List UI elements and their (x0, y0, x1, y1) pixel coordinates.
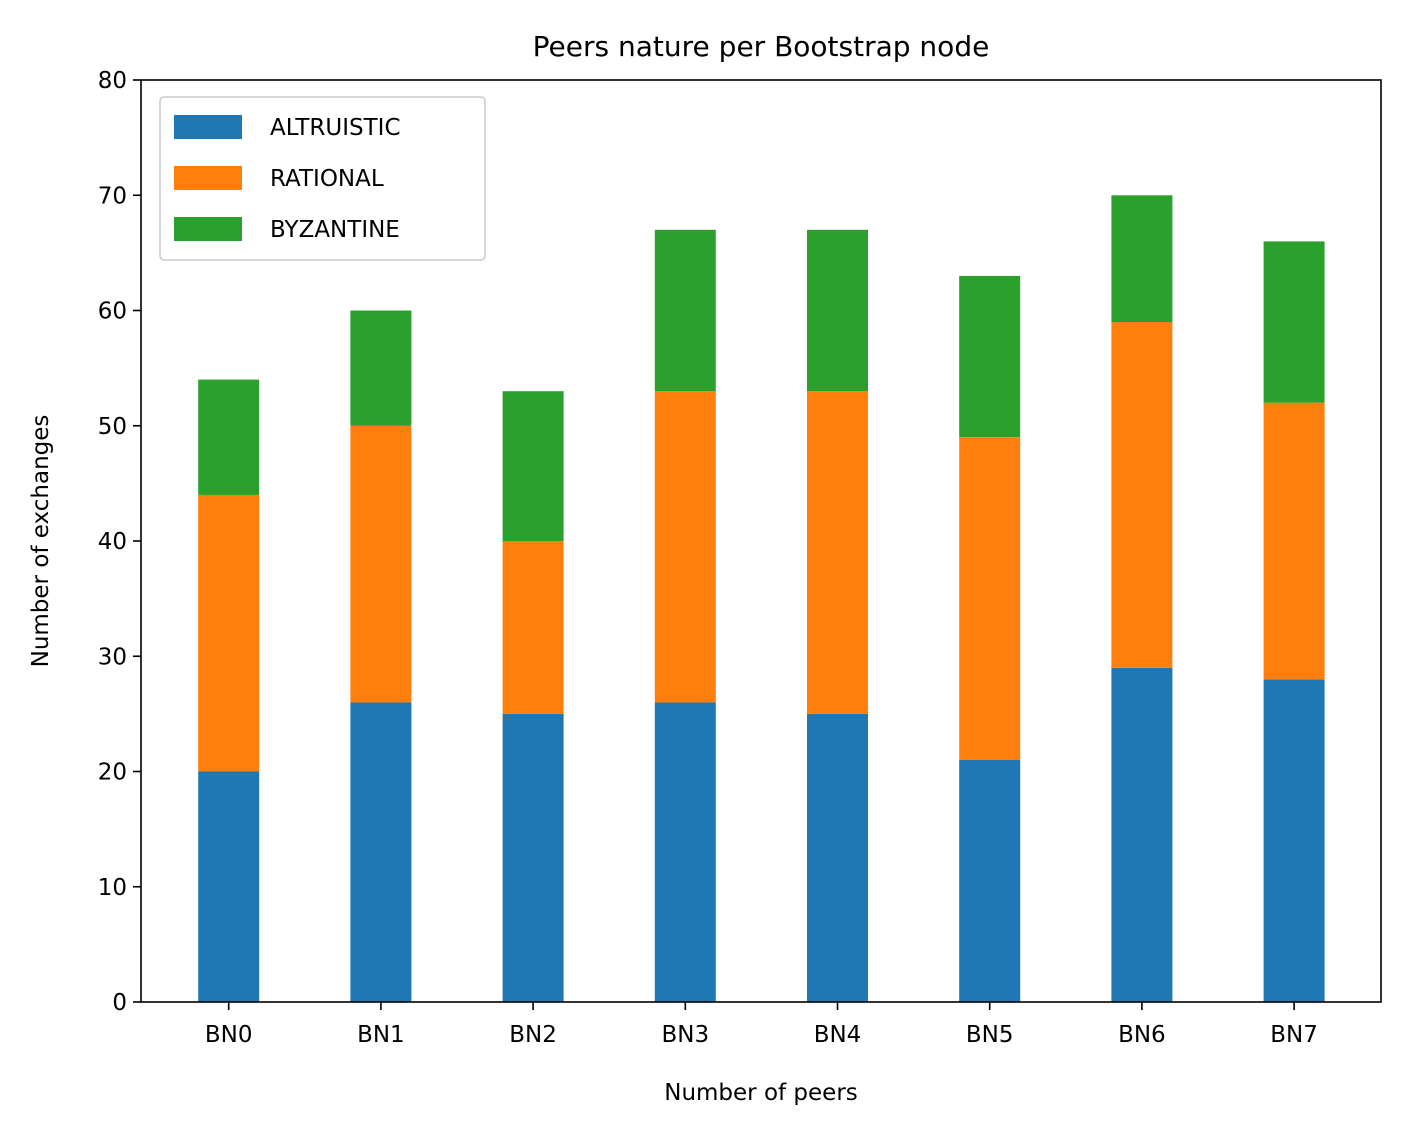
chart-title: Peers nature per Bootstrap node (533, 30, 990, 63)
x-tick-label: BN5 (966, 1022, 1014, 1048)
y-tick-label: 70 (98, 183, 127, 209)
bar-rational-bn6 (1111, 322, 1173, 668)
legend-label-byzantine: BYZANTINE (270, 217, 400, 243)
x-tick-label: BN6 (1118, 1022, 1166, 1048)
y-tick-label: 40 (98, 529, 127, 555)
y-tick-label: 80 (98, 68, 127, 94)
bar-rational-bn1 (350, 425, 412, 703)
bar-altruistic-bn4 (807, 713, 868, 1002)
bar-rational-bn0 (198, 494, 260, 772)
y-axis: 0 10 20 30 40 50 60 70 80 (98, 68, 141, 1016)
x-tick-label: BN2 (509, 1022, 557, 1048)
x-tick-label: BN3 (661, 1022, 709, 1048)
bar-byzantine-bn0 (198, 379, 260, 495)
bars-layer (198, 195, 1325, 1002)
x-axis-title: Number of peers (664, 1080, 858, 1106)
x-tick-label: BN7 (1270, 1022, 1318, 1048)
x-tick-label: BN0 (205, 1022, 253, 1048)
legend-label-altruistic: ALTRUISTIC (270, 115, 401, 141)
legend-swatch-rational (174, 166, 242, 190)
bar-altruistic-bn2 (502, 713, 564, 1002)
bar-altruistic-bn0 (198, 771, 260, 1002)
bar-rational-bn5 (959, 437, 1021, 760)
legend-swatch-byzantine (174, 217, 242, 241)
y-tick-label: 60 (98, 299, 127, 325)
y-tick-label: 20 (98, 760, 127, 786)
bar-byzantine-bn7 (1263, 241, 1325, 403)
bar-byzantine-bn3 (654, 229, 716, 392)
y-tick-label: 30 (98, 644, 127, 670)
x-axis: BN0 BN1 BN2 BN3 BN4 BN5 BN6 BN7 (205, 1002, 1318, 1048)
bar-byzantine-bn6 (1111, 195, 1173, 323)
x-tick-label: BN1 (357, 1022, 405, 1048)
bar-rational-bn7 (1263, 402, 1325, 680)
legend: ALTRUISTIC RATIONAL BYZANTINE (159, 96, 486, 261)
bar-altruistic-bn6 (1111, 667, 1173, 1002)
y-tick-label: 10 (98, 875, 127, 901)
legend-swatch-altruistic (174, 115, 242, 139)
bar-altruistic-bn3 (654, 702, 716, 1002)
y-tick-label: 0 (112, 990, 127, 1016)
bar-altruistic-bn7 (1263, 679, 1325, 1002)
bar-rational-bn4 (807, 391, 868, 714)
bar-byzantine-bn5 (959, 275, 1021, 438)
plot-frame (140, 79, 1382, 1003)
y-axis-title: Number of exchanges (28, 415, 54, 668)
bar-altruistic-bn1 (350, 702, 412, 1002)
bar-rational-bn3 (654, 391, 716, 703)
bar-byzantine-bn2 (502, 391, 564, 541)
bar-altruistic-bn5 (959, 760, 1021, 1002)
bar-byzantine-bn4 (807, 229, 868, 392)
x-tick-label: BN4 (814, 1022, 862, 1048)
bar-byzantine-bn1 (350, 310, 412, 426)
bar-rational-bn2 (502, 541, 564, 714)
legend-label-rational: RATIONAL (270, 166, 384, 192)
y-tick-label: 50 (98, 414, 127, 440)
